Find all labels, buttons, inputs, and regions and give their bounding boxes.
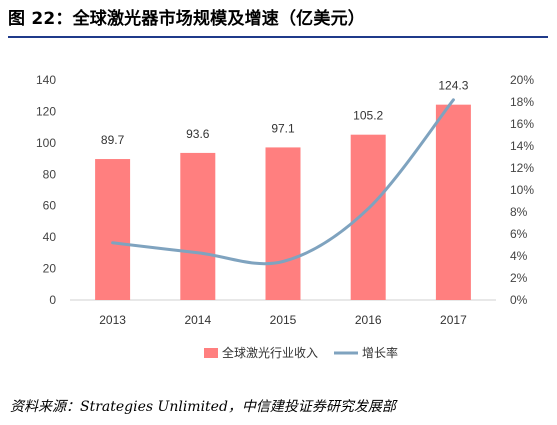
y-left-tick-label: 40 [43, 230, 57, 244]
y-right-tick-label: 8% [510, 205, 528, 219]
bar [265, 147, 301, 300]
bar-value-label: 97.1 [271, 121, 295, 135]
y-left-tick-label: 120 [36, 104, 56, 118]
y-left-tick-label: 140 [36, 73, 56, 87]
y-left-tick-label: 100 [36, 136, 56, 150]
y-left-tick-label: 20 [43, 262, 57, 276]
y-right-tick-label: 0% [510, 293, 528, 307]
bar-value-label: 93.6 [186, 127, 210, 141]
bar [180, 152, 216, 300]
y-right-tick-label: 20% [510, 73, 534, 87]
x-tick-label: 2017 [440, 313, 467, 327]
title-rule [8, 36, 548, 38]
bar-value-label: 89.7 [101, 133, 125, 147]
y-right-tick-label: 12% [510, 161, 534, 175]
y-left-axis: 0 20 40 60 80 100 120 140 [36, 73, 56, 307]
growth-rate-line [111, 98, 455, 266]
y-right-tick-label: 6% [510, 227, 528, 241]
y-right-tick-label: 14% [510, 139, 534, 153]
bar [95, 159, 131, 300]
y-left-tick-label: 60 [43, 199, 57, 213]
bar-value-label: 124.3 [438, 79, 468, 93]
x-axis: 2013 2014 2015 2016 2017 [99, 313, 467, 327]
y-right-tick-label: 10% [510, 183, 534, 197]
x-tick-label: 2013 [99, 313, 126, 327]
legend-swatch-bar [204, 348, 218, 358]
legend: 全球激光行业收入 增长率 [204, 345, 398, 360]
data-labels: 89.7 93.6 97.1 105.2 124.3 [101, 79, 469, 147]
y-right-tick-label: 18% [510, 95, 534, 109]
legend-label-revenue: 全球激光行业收入 [222, 345, 318, 360]
y-left-tick-label: 0 [49, 293, 56, 307]
bar-series [95, 104, 471, 301]
chart: 0 20 40 60 80 100 120 140 0% 2% 4% 6% 8% 10% 12% 14% 16… [36, 73, 534, 360]
x-tick-label: 2015 [270, 313, 297, 327]
x-tick-label: 2014 [184, 313, 211, 327]
figure-title: 图 22：全球激光器市场规模及增速（亿美元） [8, 9, 365, 29]
x-tick-label: 2016 [355, 313, 382, 327]
y-right-tick-label: 4% [510, 249, 528, 263]
y-left-tick-label: 80 [43, 167, 57, 181]
y-right-axis: 0% 2% 4% 6% 8% 10% 12% 14% 16% 18% 20% [510, 73, 534, 307]
bar [350, 134, 386, 300]
y-right-tick-label: 16% [510, 117, 534, 131]
bar-value-label: 105.2 [353, 109, 383, 123]
source-note: 资料来源：Strategies Unlimited，中信建投证券研究发展部 [10, 399, 396, 415]
y-right-tick-label: 2% [510, 271, 528, 285]
bar [435, 104, 471, 301]
legend-label-growth: 增长率 [362, 345, 398, 360]
